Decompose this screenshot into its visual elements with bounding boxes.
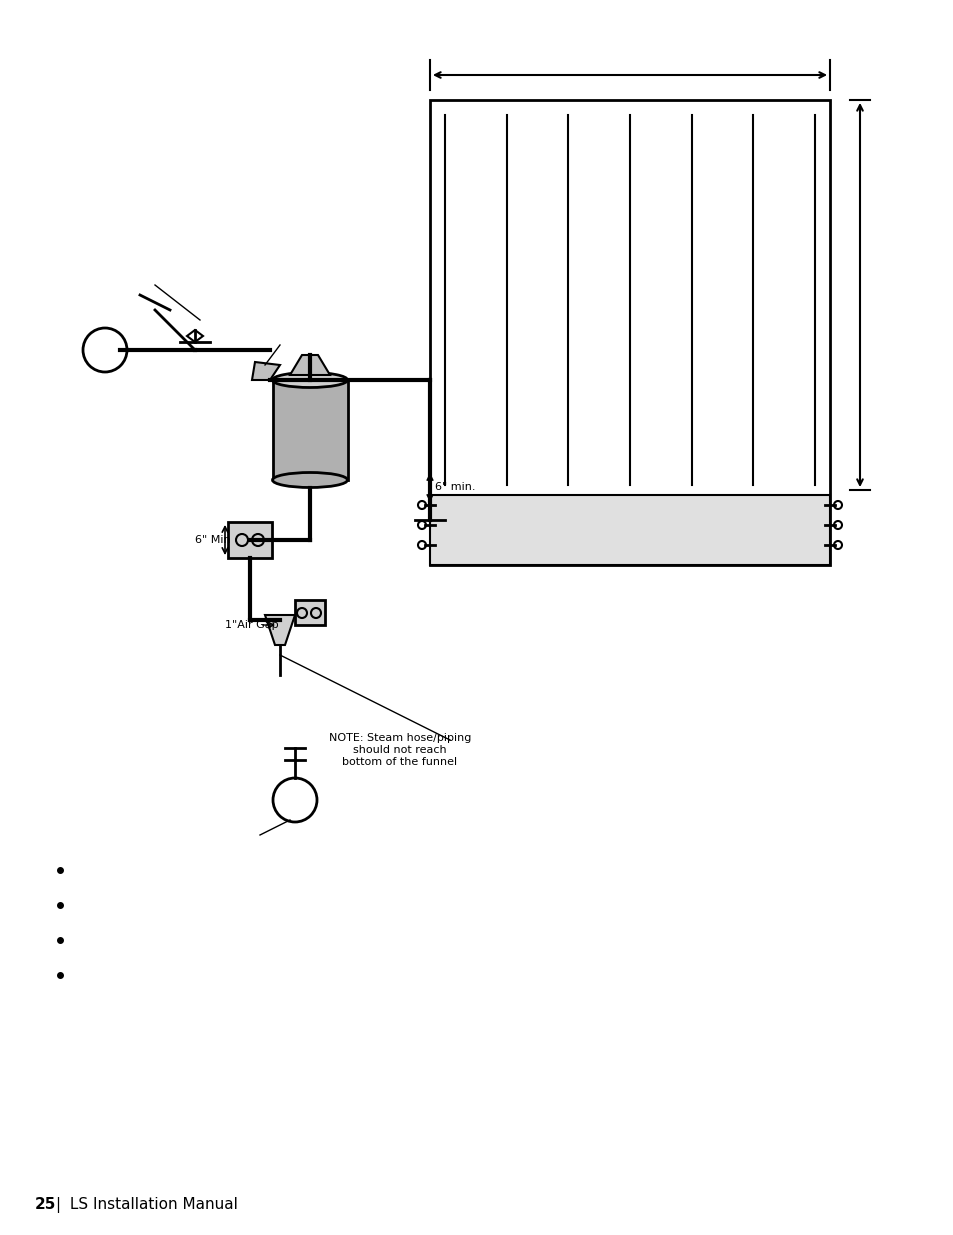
- Bar: [430, 100, 829, 564]
- Text: 1"Air Gap: 1"Air Gap: [225, 620, 278, 630]
- Text: 6" min.: 6" min.: [435, 482, 475, 492]
- Text: NOTE: Steam hose/piping
should not reach
bottom of the funnel: NOTE: Steam hose/piping should not reach…: [329, 734, 471, 767]
- Polygon shape: [290, 354, 330, 375]
- Polygon shape: [265, 615, 294, 645]
- Text: |: |: [55, 1197, 60, 1213]
- Polygon shape: [252, 362, 280, 380]
- Text: 6" Min: 6" Min: [194, 535, 231, 545]
- Polygon shape: [187, 330, 203, 342]
- Text: 25: 25: [35, 1198, 56, 1213]
- Bar: [294, 600, 325, 625]
- Bar: [273, 380, 348, 480]
- Ellipse shape: [273, 373, 347, 388]
- Ellipse shape: [273, 473, 347, 488]
- Text: LS Installation Manual: LS Installation Manual: [65, 1198, 237, 1213]
- Bar: [430, 495, 829, 564]
- Bar: [228, 522, 272, 558]
